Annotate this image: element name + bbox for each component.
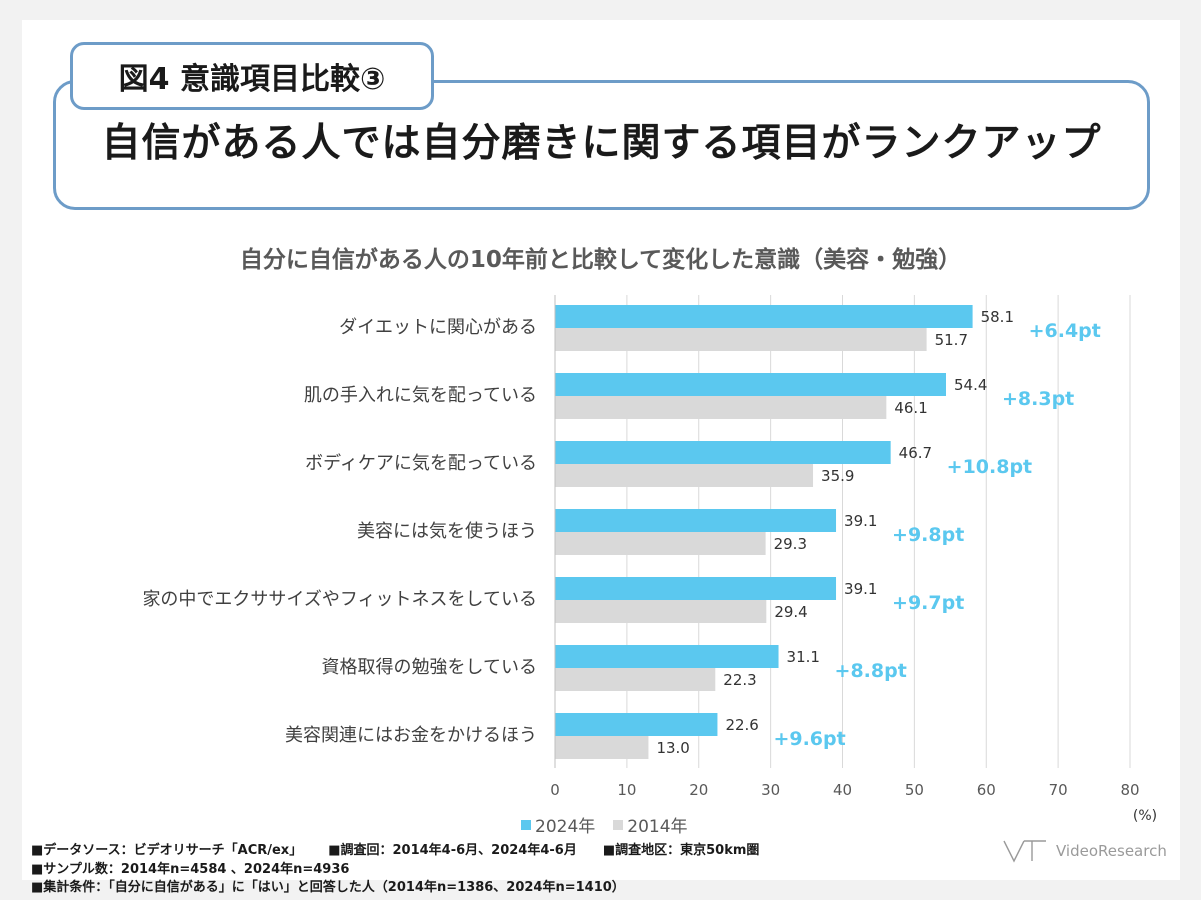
data-label-2024: 31.1 <box>787 648 820 666</box>
bar-2014 <box>555 396 887 419</box>
bar-2014 <box>555 668 716 691</box>
data-label-2014: 46.1 <box>894 399 927 417</box>
category-label: ボディケアに気を配っている <box>305 453 537 474</box>
data-label-2014: 35.9 <box>821 467 854 485</box>
bar-2014 <box>555 532 766 555</box>
x-tick-label-50: 50 <box>905 781 924 799</box>
data-label-2014: 13.0 <box>656 739 689 757</box>
data-label-2024: 22.6 <box>725 716 758 734</box>
logo-text: VideoResearch <box>1056 842 1167 860</box>
figure-tag: 図4 意識項目比較③ <box>70 42 434 110</box>
legend: 2024年 2014年 <box>521 812 688 837</box>
category-label: 家の中でエクササイズやフィットネスをしている <box>142 589 537 610</box>
x-tick-label-0: 0 <box>550 781 560 799</box>
data-label-2024: 46.7 <box>899 444 932 462</box>
x-tick-label-40: 40 <box>833 781 852 799</box>
bar-2014 <box>555 328 927 351</box>
difference-label: +9.7pt <box>892 592 964 614</box>
category-label: 美容には気を使うほう <box>357 521 537 542</box>
footer-line-1: ■データソース：ビデオリサーチ「ACR/ex」 ■調査回：2014年4-6月、20… <box>31 842 759 861</box>
data-label-2024: 39.1 <box>844 580 877 598</box>
bar-2014 <box>555 736 649 759</box>
data-label-2014: 29.3 <box>774 535 807 553</box>
data-label-2024: 54.4 <box>954 376 987 394</box>
footer-area: ■調査地区：東京50km圏 <box>602 843 760 858</box>
bar-2024 <box>555 441 891 464</box>
legend-item-2014: 2014年 <box>613 812 688 837</box>
footer-period: ■調査回：2014年4-6月、2024年4-6月 <box>328 843 577 858</box>
data-label-2014: 29.4 <box>774 603 807 621</box>
category-label: 美容関連にはお金をかけるほう <box>285 725 537 746</box>
data-label-2014: 51.7 <box>935 331 968 349</box>
legend-swatch-2024 <box>521 819 531 830</box>
category-label: 肌の手入れに気を配っている <box>304 385 537 406</box>
x-tick-label-20: 20 <box>689 781 708 799</box>
legend-swatch-2014 <box>613 819 624 830</box>
company-logo: VideoResearch <box>1002 838 1167 864</box>
bar-2014 <box>555 464 814 487</box>
vr-logo-icon <box>1003 840 1046 863</box>
x-tick-label-80: 80 <box>1120 781 1139 799</box>
category-label: 資格取得の勉強をしている <box>322 657 537 678</box>
difference-label: +9.6pt <box>773 728 845 750</box>
category-label: ダイエットに関心がある <box>339 317 537 338</box>
x-tick-label-70: 70 <box>1049 781 1068 799</box>
x-tick-label-10: 10 <box>617 781 636 799</box>
data-label-2024: 58.1 <box>981 308 1014 326</box>
bar-2024 <box>555 577 837 600</box>
bar-2014 <box>555 600 767 623</box>
bar-2024 <box>555 373 946 396</box>
chart-title: 自分に自信がある人の10年前と比較して変化した意識（美容・勉強） <box>239 247 962 273</box>
x-tick-label-30: 30 <box>761 781 780 799</box>
bar-2024 <box>555 305 973 328</box>
legend-label-2024: 2024年 <box>535 817 596 837</box>
difference-label: +8.8pt <box>835 660 907 682</box>
data-label-2014: 22.3 <box>723 671 756 689</box>
bar-2024 <box>555 713 718 736</box>
footer-sample: ■サンプル数：2014年n=4584 、2024年n=4936 <box>31 861 350 877</box>
headline: 自信がある人では自分磨きに関する項目がランクアップ <box>101 121 1102 166</box>
difference-label: +10.8pt <box>947 456 1032 478</box>
x-tick-label-60: 60 <box>977 781 996 799</box>
difference-label: +8.3pt <box>1002 388 1074 410</box>
x-unit-label: (%) <box>1133 808 1157 824</box>
bar-2024 <box>555 509 837 532</box>
legend-label-2014: 2014年 <box>627 817 688 837</box>
bar-2024 <box>555 645 779 668</box>
difference-label: +9.8pt <box>892 524 964 546</box>
legend-item-2024: 2024年 <box>521 812 595 837</box>
footer-notes: ■データソース：ビデオリサーチ「ACR/ex」 ■調査回：2014年4-6月、20… <box>31 842 759 898</box>
difference-label: +6.4pt <box>1029 320 1101 342</box>
footer-source: ■データソース：ビデオリサーチ「ACR/ex」 <box>31 843 303 858</box>
data-label-2024: 39.1 <box>844 512 877 530</box>
footer-condition: ■集計条件：「自分に自信がある」に「はい」と回答した人（2014年n=1386、… <box>31 880 625 895</box>
